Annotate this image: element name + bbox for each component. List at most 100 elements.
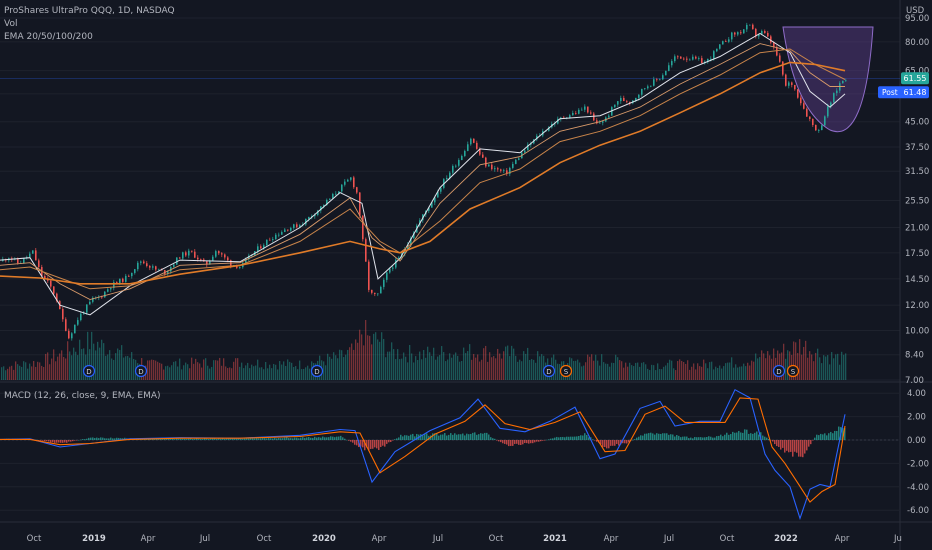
macd-histogram-bar (524, 440, 526, 444)
macd-histogram-bar (170, 438, 172, 440)
volume-bar (369, 335, 371, 380)
macd-histogram-bar (668, 434, 670, 440)
candle-body (323, 205, 325, 207)
volume-bar (841, 351, 843, 380)
macd-histogram-bar (550, 438, 552, 440)
macd-histogram-bar (754, 432, 756, 440)
volume-bar (515, 355, 517, 380)
macd-histogram-bar (382, 440, 384, 446)
volume-bar (11, 365, 13, 380)
volume-bar (427, 346, 429, 380)
volume-bar (765, 358, 767, 380)
macd-histogram-bar (504, 440, 506, 444)
candle-body (833, 93, 835, 103)
candle-body (260, 246, 262, 249)
candle-body (209, 260, 211, 265)
volume-bar (337, 358, 339, 380)
candle-body (536, 135, 538, 140)
candle-body (128, 275, 130, 277)
volume-bar (331, 358, 333, 380)
volume-bar (325, 365, 327, 380)
candle-body (23, 257, 25, 264)
time-tick-label: Apr (372, 534, 387, 544)
macd-histogram-bar (258, 438, 260, 440)
volume-bar (663, 366, 665, 380)
macd-histogram-bar (758, 434, 760, 440)
volume-bar (695, 369, 697, 380)
volume-bar (351, 343, 353, 380)
symbol-legend[interactable]: ProShares UltraPro QQQ, 1D, NASDAQ (4, 6, 175, 16)
candle-body (182, 252, 184, 259)
macd-histogram-bar (412, 433, 414, 440)
time-tick-label: Apr (604, 534, 619, 544)
vol-legend[interactable]: Vol (4, 19, 18, 29)
macd-histogram-bar (530, 440, 532, 444)
macd-histogram-bar (508, 440, 510, 447)
candle-body (590, 112, 592, 114)
volume-bar (125, 356, 127, 380)
volume-bar (121, 345, 123, 380)
volume-bar (827, 355, 829, 380)
macd-histogram-bar (784, 440, 786, 453)
candle-body (32, 250, 34, 254)
candle-body (794, 84, 796, 90)
macd-histogram-bar (370, 440, 372, 449)
macd-histogram-bar (246, 437, 248, 440)
macd-histogram-bar (730, 434, 732, 440)
candle-body (515, 159, 517, 164)
macd-histogram-bar (58, 440, 60, 443)
volume-bar (797, 353, 799, 380)
candle-body (224, 254, 226, 258)
volume-bar (445, 361, 447, 380)
volume-bar (733, 367, 735, 380)
volume-bar (69, 351, 71, 380)
volume-bar (173, 361, 175, 380)
volume-bar (753, 361, 755, 380)
candle-body (680, 56, 682, 59)
macd-histogram-bar (672, 434, 674, 440)
candle-body (767, 32, 769, 37)
candle-body (77, 320, 79, 325)
volume-bar (91, 331, 93, 380)
volume-bar (177, 366, 179, 380)
volume-bar (27, 368, 29, 380)
volume-bar (831, 352, 833, 380)
volume-bar (17, 364, 19, 380)
time-tick-label: Apr (141, 534, 156, 544)
macd-histogram-bar (478, 434, 480, 440)
volume-bar (127, 355, 129, 380)
ema-legend[interactable]: EMA 20/50/100/200 (4, 32, 93, 42)
candle-body (197, 257, 199, 260)
macd-histogram-bar (844, 428, 846, 440)
candle-body (125, 275, 127, 282)
volume-bar (51, 358, 53, 380)
volume-bar (271, 368, 273, 380)
candle-body (821, 125, 823, 131)
macd-legend[interactable]: MACD (12, 26, close, 9, EMA, EMA) (4, 391, 161, 401)
volume-bar (209, 368, 211, 380)
macd-histogram-bar (352, 440, 354, 443)
macd-histogram-bar (86, 438, 88, 440)
macd-histogram-bar (824, 433, 826, 440)
volume-bar (385, 357, 387, 380)
macd-histogram-bar (522, 440, 524, 445)
macd-histogram-bar (592, 439, 594, 440)
candle-body (341, 184, 343, 192)
macd-histogram-bar (294, 437, 296, 440)
macd-histogram-bar (38, 440, 40, 441)
macd-histogram-bar (298, 438, 300, 440)
candle-body (722, 41, 724, 45)
volume-bar (505, 346, 507, 380)
volume-bar (759, 357, 761, 380)
volume-bar (211, 366, 213, 380)
macd-histogram-bar (228, 438, 230, 440)
macd-histogram-bar (226, 438, 228, 440)
volume-bar (235, 358, 237, 380)
candle-body (599, 122, 601, 124)
volume-bar (293, 366, 295, 380)
macd-histogram-bar (536, 440, 538, 442)
macd-histogram-bar (448, 434, 450, 440)
candle-body (344, 181, 346, 185)
candle-body (296, 224, 298, 228)
